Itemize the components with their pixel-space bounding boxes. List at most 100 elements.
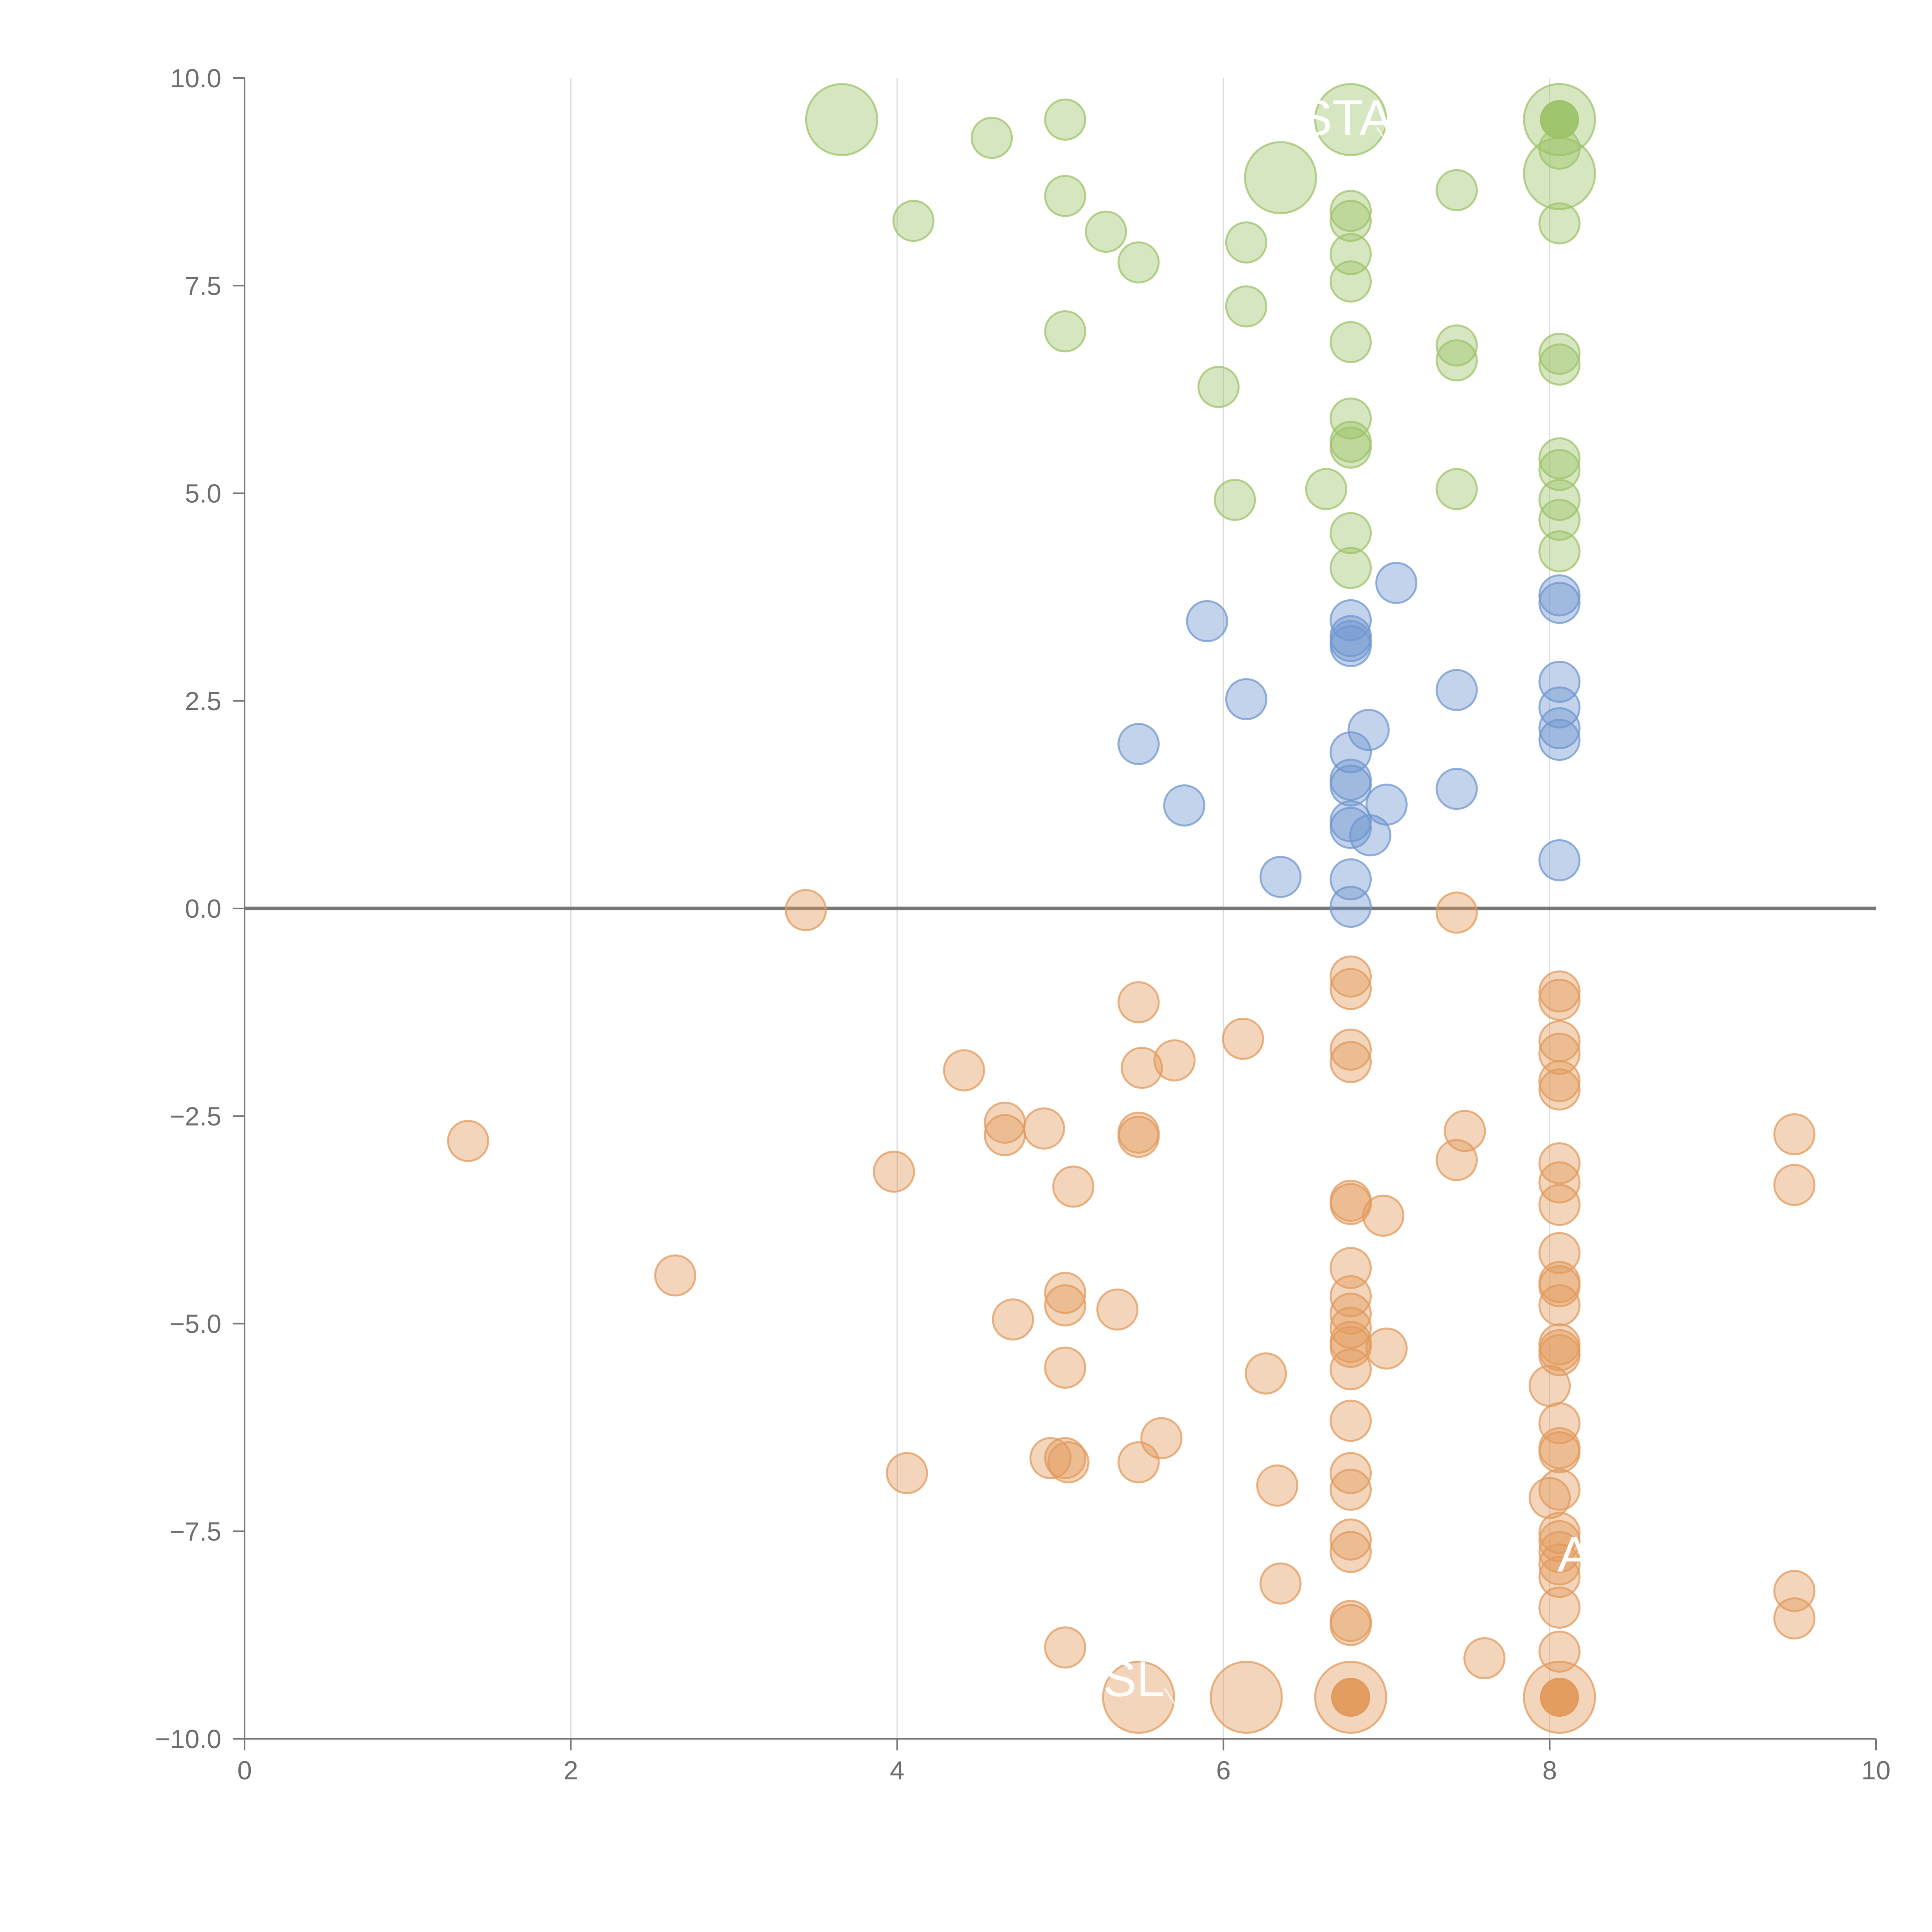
data-point-low [1259, 1562, 1302, 1605]
data-point-high [1314, 83, 1388, 156]
data-point-low [886, 1452, 928, 1494]
data-point-low [1117, 981, 1160, 1024]
data-point-low [1538, 978, 1581, 1021]
data-point-low [654, 1254, 697, 1297]
data-point-high [1330, 321, 1372, 363]
axis-layer: 0 2 4 6 8 10 10.0 7.5 5.0 2.5 0.0 −2.5 −5.0 −7.5 −10.0 [155, 64, 1891, 1785]
data-point-high [1538, 343, 1581, 386]
data-point-high [1214, 479, 1256, 521]
data-point-high [1538, 437, 1581, 480]
data-point-low [1117, 1441, 1160, 1483]
data-point-low [1330, 1275, 1372, 1318]
data-point-mid [1117, 723, 1160, 765]
data-point-high [1085, 211, 1127, 253]
annotation-leader [1164, 1688, 1196, 1735]
data-point-low [1330, 1518, 1372, 1561]
data-point-low [1538, 1543, 1581, 1586]
y-tick-label: −5.0 [170, 1310, 221, 1339]
data-point-low [1538, 1265, 1581, 1308]
annotation-layer: STA SL A [1103, 89, 1637, 1735]
data-point-low [1538, 1142, 1581, 1185]
data-point-high [1244, 141, 1317, 214]
points-layer [447, 83, 1816, 1734]
data-point-high [1117, 241, 1160, 284]
data-point-low [1529, 1365, 1571, 1407]
data-point-low [1331, 1678, 1371, 1717]
y-tick-label: 7.5 [185, 271, 221, 301]
data-point-low [1330, 1326, 1372, 1368]
data-point-low [1222, 1017, 1264, 1060]
data-point-low [1044, 1284, 1087, 1327]
x-tick-label: 6 [1216, 1756, 1231, 1785]
data-point-low [1463, 1637, 1506, 1680]
data-point-high [1435, 468, 1478, 510]
data-point-low [1052, 1165, 1095, 1208]
data-point-mid [1538, 660, 1581, 703]
data-point-low [1330, 1028, 1372, 1071]
data-point-low [1330, 1452, 1372, 1494]
x-tick-label: 2 [563, 1756, 578, 1785]
data-point-high [1330, 547, 1372, 589]
y-tick-label: −10.0 [155, 1725, 221, 1754]
data-point-low [1117, 1116, 1160, 1158]
data-point-low [1330, 1306, 1372, 1349]
data-point-low [1330, 1041, 1372, 1083]
data-point-mid [1163, 784, 1206, 827]
data-point-mid [1349, 814, 1391, 857]
data-point-high [1330, 200, 1372, 242]
data-point-low [1047, 1441, 1090, 1483]
data-point-low [1023, 1107, 1065, 1150]
y-tick-label: 2.5 [185, 687, 221, 716]
annotation-label: A [1558, 1526, 1591, 1582]
data-point-mid [1186, 600, 1228, 642]
data-point-low [784, 889, 827, 931]
data-point-low [1102, 1661, 1175, 1734]
y-tick-label: 10.0 [170, 64, 221, 93]
data-point-low [1538, 1402, 1581, 1444]
data-point-low [1330, 1468, 1372, 1511]
annotation-leader [1604, 1563, 1637, 1611]
data-point-high [1435, 339, 1478, 382]
y-tick-label: 5.0 [185, 479, 221, 509]
data-point-high [1330, 512, 1372, 554]
data-point-low [1538, 1184, 1581, 1226]
data-point-low [1538, 1161, 1581, 1204]
x-tick-label: 0 [237, 1756, 252, 1785]
y-tick-label: −7.5 [170, 1517, 221, 1546]
data-point-low [1538, 1232, 1581, 1274]
data-point-low [447, 1120, 489, 1162]
data-point-high [892, 200, 935, 242]
data-point-low [1538, 1431, 1581, 1474]
x-tick-label: 10 [1861, 1756, 1891, 1785]
data-point-high [1538, 202, 1581, 245]
data-point-low [1330, 1183, 1372, 1225]
data-point-low [1435, 891, 1478, 934]
data-point-high [1044, 98, 1087, 141]
y-tick-label: −2.5 [170, 1102, 221, 1131]
data-point-low [1435, 1139, 1478, 1181]
data-point-high [1330, 426, 1372, 469]
data-point-high [1197, 366, 1240, 408]
data-point-high [1225, 221, 1267, 264]
data-point-low [1256, 1464, 1299, 1507]
data-point-low [872, 1150, 915, 1193]
data-point-high [1538, 332, 1581, 375]
data-point-mid [1375, 562, 1418, 604]
data-point-mid [1538, 719, 1581, 761]
data-point-low [1153, 1039, 1196, 1082]
data-point-low [1538, 1586, 1581, 1629]
x-tick-label: 4 [890, 1756, 905, 1785]
data-point-high [1044, 310, 1087, 352]
data-point-high [1538, 449, 1581, 491]
data-point-high [1044, 175, 1087, 217]
data-point-low [1245, 1352, 1287, 1395]
data-point-mid [1435, 768, 1478, 810]
data-point-low [1529, 1477, 1571, 1519]
data-point-high [1435, 169, 1478, 211]
data-point-low [1330, 968, 1372, 1010]
data-point-low [1330, 1531, 1372, 1573]
data-point-low [1538, 1520, 1581, 1563]
data-point-low [1209, 1661, 1283, 1734]
data-point-high [971, 117, 1013, 159]
